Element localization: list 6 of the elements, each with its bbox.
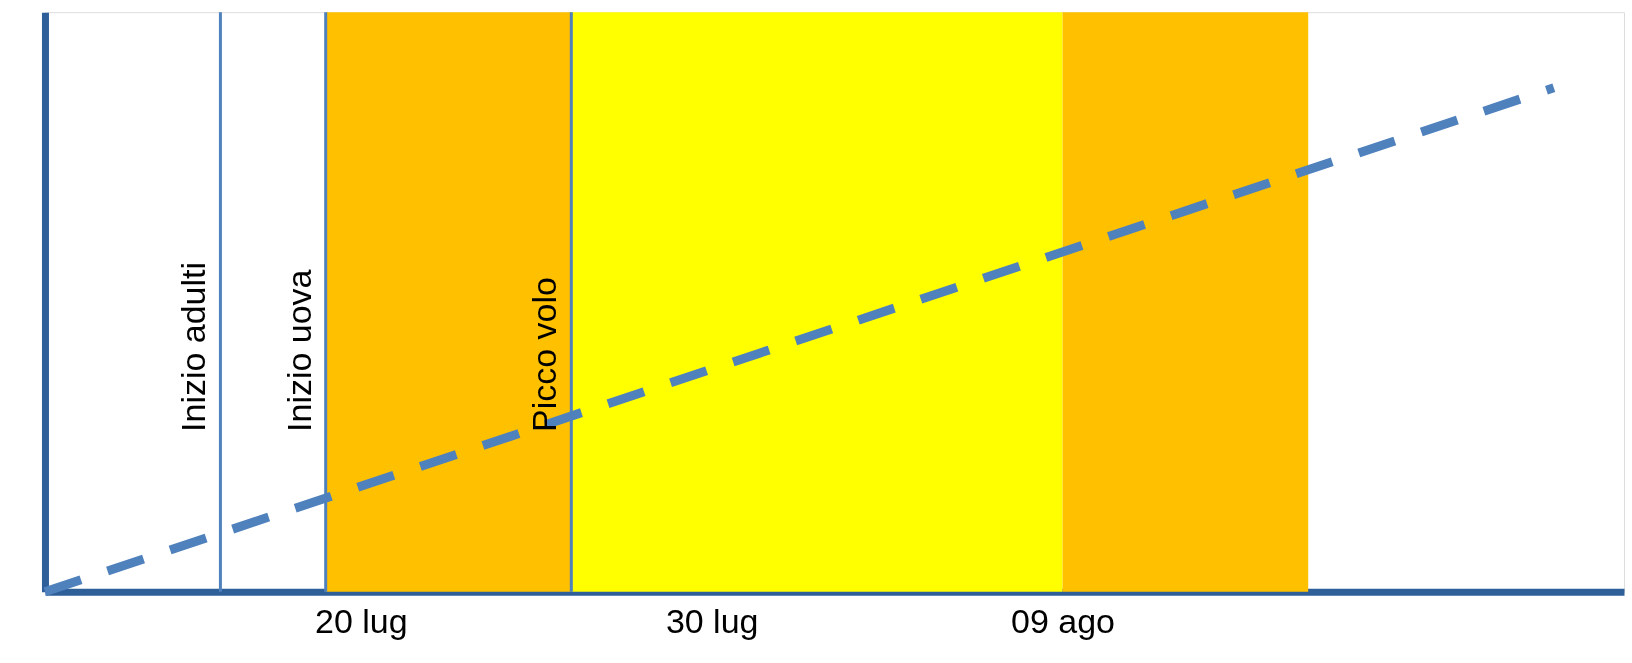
- x-tick-label: 09 ago: [1011, 602, 1116, 641]
- ref-line-label: Inizio uova: [279, 269, 318, 432]
- ref-line-label: Picco volo: [525, 277, 564, 432]
- x-tick-label: 30 lug: [665, 602, 759, 641]
- ref-line-label: Inizio adulti: [174, 261, 213, 432]
- x-tick-label: 20 lug: [315, 602, 408, 641]
